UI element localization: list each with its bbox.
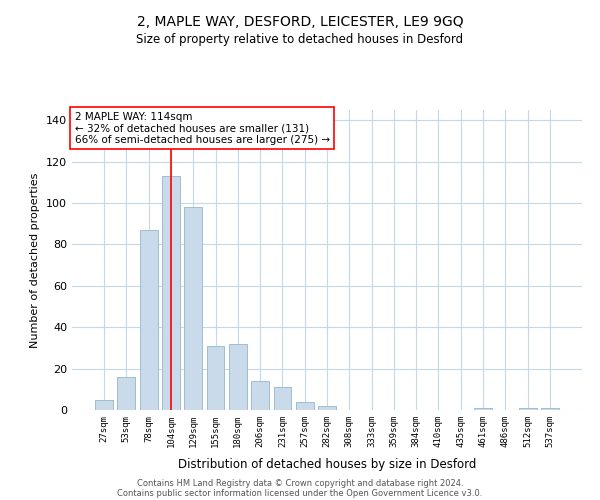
Bar: [229, 344, 247, 410]
Bar: [118, 377, 136, 410]
Bar: [296, 402, 314, 410]
Bar: [274, 387, 292, 410]
Bar: [184, 207, 202, 410]
Bar: [474, 408, 492, 410]
Bar: [541, 408, 559, 410]
Bar: [251, 381, 269, 410]
Text: Contains HM Land Registry data © Crown copyright and database right 2024.: Contains HM Land Registry data © Crown c…: [137, 478, 463, 488]
Bar: [162, 176, 180, 410]
Bar: [140, 230, 158, 410]
Bar: [318, 406, 336, 410]
Bar: [518, 408, 536, 410]
Text: Contains public sector information licensed under the Open Government Licence v3: Contains public sector information licen…: [118, 488, 482, 498]
Text: 2 MAPLE WAY: 114sqm
← 32% of detached houses are smaller (131)
66% of semi-detac: 2 MAPLE WAY: 114sqm ← 32% of detached ho…: [74, 112, 329, 144]
Text: 2, MAPLE WAY, DESFORD, LEICESTER, LE9 9GQ: 2, MAPLE WAY, DESFORD, LEICESTER, LE9 9G…: [137, 15, 463, 29]
Y-axis label: Number of detached properties: Number of detached properties: [31, 172, 40, 348]
Bar: [95, 400, 113, 410]
Bar: [206, 346, 224, 410]
X-axis label: Distribution of detached houses by size in Desford: Distribution of detached houses by size …: [178, 458, 476, 471]
Text: Size of property relative to detached houses in Desford: Size of property relative to detached ho…: [136, 32, 464, 46]
